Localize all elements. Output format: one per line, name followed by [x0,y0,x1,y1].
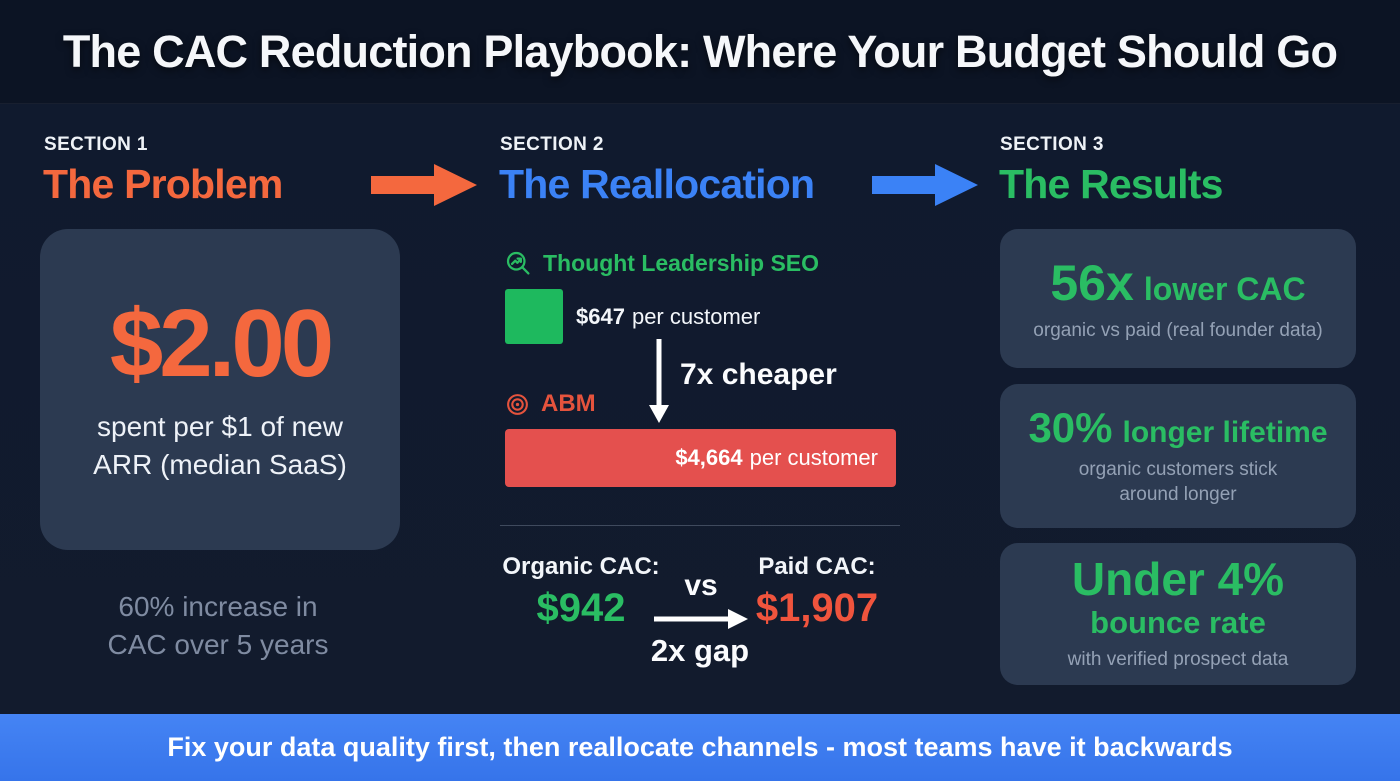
result-card-bounce-rate: Under 4% bounce rate with verified prosp… [1000,543,1356,685]
problem-stat-card: $2.00 spent per $1 of new ARR (median Sa… [40,229,400,550]
organic-value: $647 [576,303,625,329]
section-3-title: The Results [999,161,1223,207]
down-arrow-icon [649,339,669,423]
organic-channel-label: Thought Leadership SEO [543,250,820,276]
paid-channel-label: ABM [541,390,596,417]
header-bar: The CAC Reduction Playbook: Where Your B… [0,0,1400,104]
organic-bar-value: $647 per customer [576,289,760,344]
organic-channel-row: Thought Leadership SEO [505,250,819,277]
result-3-label: bounce rate [1090,604,1266,640]
problem-footnote: 60% increase in CAC over 5 years [107,591,329,660]
result-headline: 30% longer lifetime [1028,404,1327,452]
section-3-kicker: SECTION 3 [1000,134,1104,155]
section-1-title: The Problem [43,161,283,207]
result-2-sub: organic customers stick around longer [1078,459,1278,505]
problem-stat-value: $2.00 [109,289,334,397]
paid-value: $4,664 [675,445,743,470]
seo-growth-icon [506,251,530,275]
result-1-label: lower CAC [1143,270,1306,307]
paid-cac-block: Paid CAC: $1,907 [734,553,900,631]
organic-unit: per customer [631,303,761,329]
footer-banner: Fix your data quality first, then reallo… [0,714,1400,781]
organic-cac-value: $942 [536,586,626,630]
section-2-title: The Reallocation [499,161,815,207]
paid-unit: per customer [749,445,878,470]
paid-cac-label: Paid CAC: [758,553,876,580]
organic-cac-block: Organic CAC: $942 [498,553,664,631]
page-title: The CAC Reduction Playbook: Where Your B… [62,25,1338,77]
result-2-value: 30% [1028,404,1113,452]
vs-label: vs [684,569,718,602]
orange-flow-arrow-icon [371,164,477,206]
cheaper-label: 7x cheaper [680,358,837,391]
organic-cac-bar [505,289,563,344]
section-2-kicker: SECTION 2 [500,134,604,155]
paid-cac-value: $1,907 [755,586,879,630]
result-card-longer-lifetime: 30% longer lifetime organic customers st… [1000,384,1356,528]
gap-label: 2x gap [650,633,750,668]
paid-cac-bar: $4,664 per customer [505,429,896,487]
section-1-kicker: SECTION 1 [44,134,148,155]
result-1-value: 56x [1050,254,1134,311]
result-2-label: longer lifetime [1122,416,1328,450]
result-1-sub: organic vs paid (real founder data) [1033,319,1323,341]
result-3-sub: with verified prospect data [1067,648,1289,670]
footer-message: Fix your data quality first, then reallo… [167,732,1233,762]
result-headline: 56x lower CAC [1050,254,1305,312]
right-arrow-icon [654,609,748,629]
result-card-lower-cac: 56x lower CAC organic vs paid (real foun… [1000,229,1356,368]
result-3-value: Under 4% [1071,553,1285,606]
organic-cac-label: Organic CAC: [502,553,660,580]
problem-stat-label: spent per $1 of new ARR (median SaaS) [93,410,347,480]
blue-flow-arrow-icon [872,164,978,206]
divider [500,525,900,526]
paid-channel-row: ABM [505,390,596,418]
abm-target-icon [507,393,528,415]
